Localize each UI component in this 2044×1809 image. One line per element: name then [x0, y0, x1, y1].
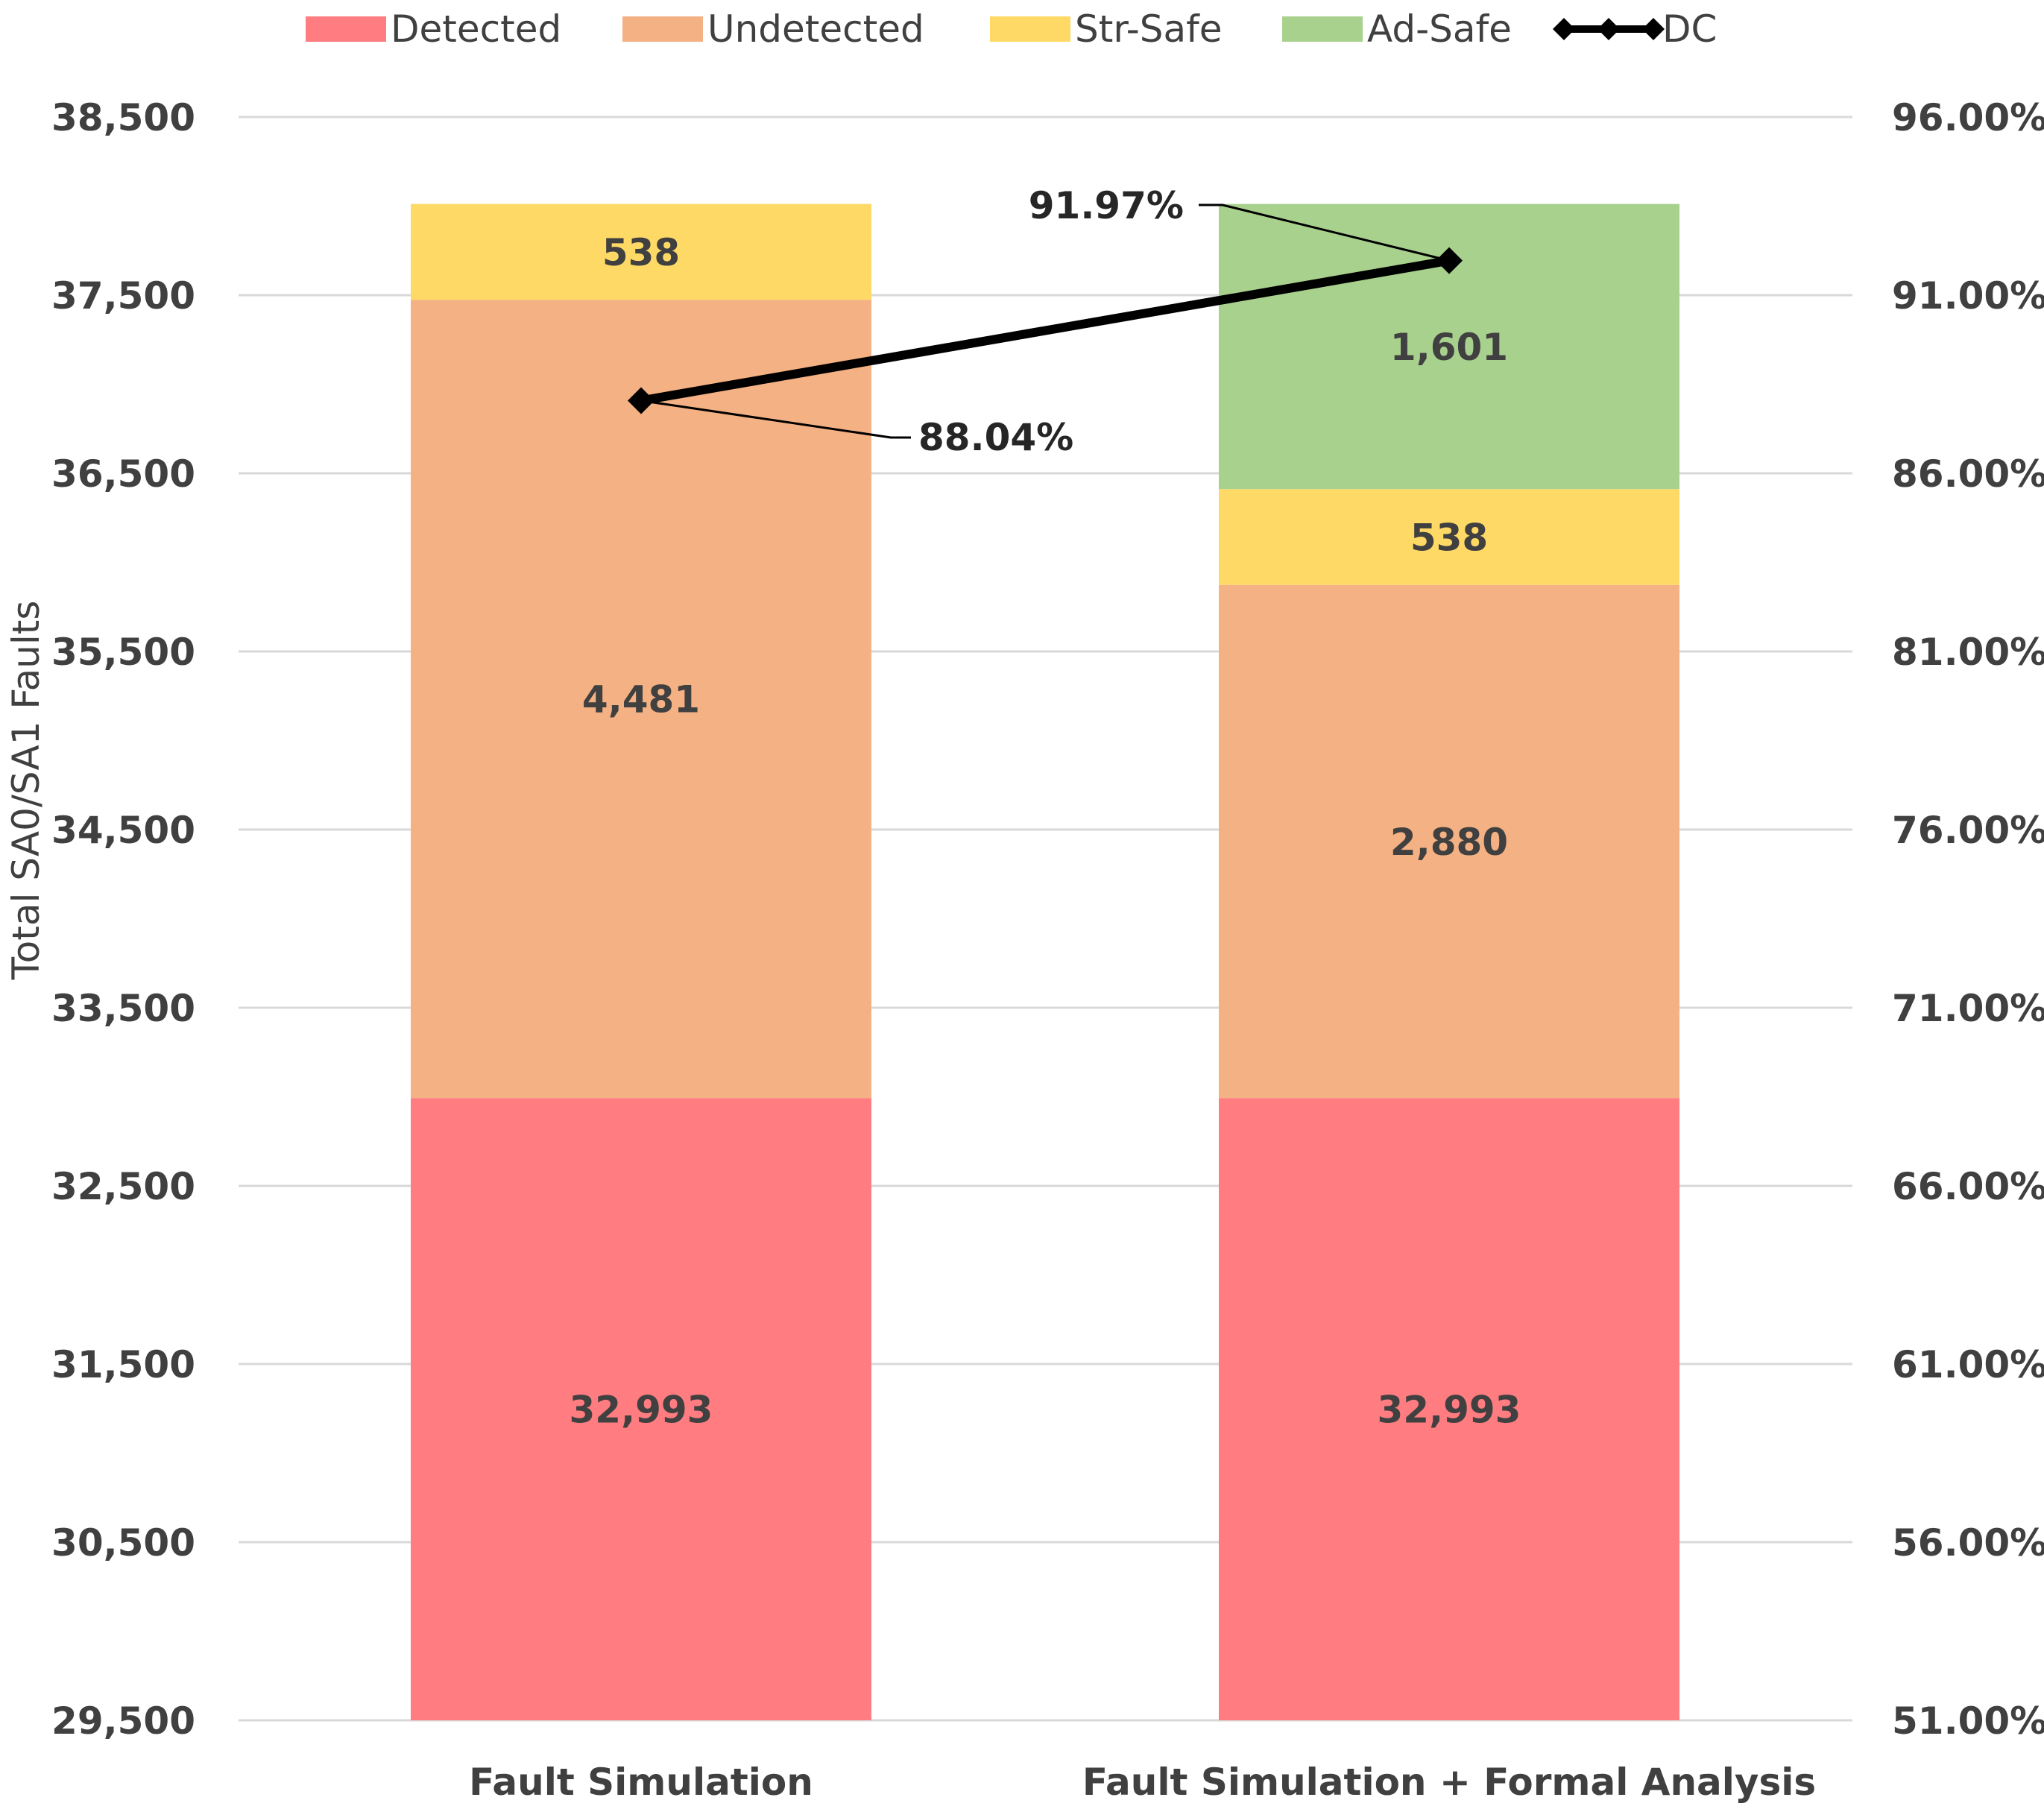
y2-tick-label: 96.00%	[1892, 96, 2044, 139]
legend-swatch-str-safe	[990, 16, 1070, 42]
legend-label: Detected	[391, 7, 561, 51]
legend-swatch-undetected	[622, 16, 703, 42]
y-tick-label: 37,500	[51, 274, 195, 318]
legend-dc-marker	[1553, 18, 1575, 40]
dc-series-line	[640, 256, 1451, 405]
bar-segment-detected	[411, 1098, 871, 1720]
y2-tick-label: 66.00%	[1892, 1165, 2044, 1208]
y-axis-title: Total SA0/SA1 Faults	[4, 601, 48, 981]
y2-tick-label: 81.00%	[1892, 631, 2044, 674]
data-label: 4,481	[582, 678, 700, 722]
y-tick-label: 30,500	[51, 1521, 195, 1565]
y2-tick-label: 51.00%	[1892, 1699, 2044, 1743]
y2-tick-label: 56.00%	[1892, 1521, 2044, 1565]
y2-tick-label: 71.00%	[1892, 987, 2044, 1030]
dc-line: 88.04% 91.97%	[628, 184, 1463, 459]
dc-leader-line	[640, 400, 911, 439]
dc-data-label: 88.04%	[918, 416, 1073, 459]
y-tick-label: 36,500	[51, 452, 195, 496]
y-tick-label: 31,500	[51, 1343, 195, 1386]
data-label: 2,880	[1390, 821, 1508, 864]
legend: Detected Undetected Str-Safe Ad-Safe DC	[306, 7, 1717, 51]
dc-data-label: 91.97%	[1029, 184, 1184, 227]
x-category-label: Fault Simulation	[469, 1761, 813, 1804]
data-label: 32,993	[570, 1389, 713, 1432]
y-tick-label: 34,500	[51, 809, 195, 852]
legend-swatch-detected	[306, 16, 386, 42]
bars	[411, 203, 1679, 1720]
dc-leader-line	[1199, 203, 1450, 262]
legend-label: Undetected	[707, 7, 924, 51]
legend-dc-marker	[1597, 18, 1620, 40]
legend-swatch-ad-safe	[1282, 16, 1363, 42]
y-tick-label: 35,500	[51, 631, 195, 674]
bar-segment-str-safe	[411, 203, 871, 300]
data-label: 1,601	[1390, 326, 1508, 369]
data-label: 538	[1410, 517, 1488, 560]
bar-segment-str-safe	[1219, 489, 1679, 585]
y-axis-left: 29,500 30,500 31,500 32,500 33,500 34,500 35,5…	[51, 96, 195, 1743]
data-label: 538	[602, 231, 680, 274]
y-tick-label: 38,500	[51, 96, 195, 139]
bar-segment-undetected	[1219, 584, 1679, 1099]
y-axis-right: 51.00% 56.00% 61.00% 66.00% 71.00% 76.00% 81.0…	[1892, 96, 2044, 1743]
data-label: 32,993	[1378, 1389, 1521, 1432]
bar-segment-detected	[1219, 1098, 1679, 1720]
y2-tick-label: 86.00%	[1892, 452, 2044, 496]
legend-label: DC	[1662, 7, 1717, 51]
legend-dc-marker	[1642, 18, 1665, 40]
x-category-label: Fault Simulation + Formal Analysis	[1082, 1761, 1816, 1804]
x-axis: Fault Simulation Fault Simulation + Forma…	[469, 1761, 1816, 1804]
legend-label: Str-Safe	[1075, 7, 1223, 51]
y2-tick-label: 76.00%	[1892, 809, 2044, 852]
y2-tick-label: 91.00%	[1892, 274, 2044, 318]
y-tick-label: 32,500	[51, 1165, 195, 1208]
bar-segment-undetected	[411, 300, 871, 1099]
y-tick-label: 29,500	[51, 1699, 195, 1743]
legend-label: Ad-Safe	[1367, 7, 1512, 51]
y-tick-label: 33,500	[51, 987, 195, 1030]
bar-labels: 32,993 4,481 538 32,993 2,880 538 1,601	[570, 231, 1521, 1432]
y2-tick-label: 61.00%	[1892, 1343, 2044, 1386]
